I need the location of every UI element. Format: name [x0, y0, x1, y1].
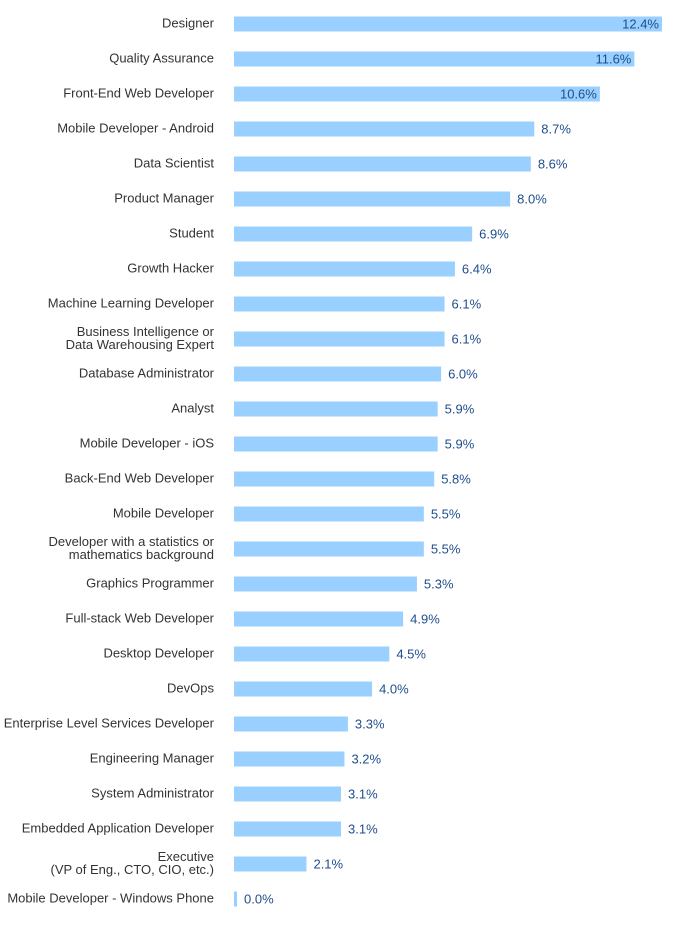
value-label: 6.4% [462, 261, 492, 276]
bar [234, 121, 535, 137]
value-label: 8.7% [541, 121, 571, 136]
value-label: 5.5% [431, 541, 461, 556]
value-label: 11.6% [595, 51, 631, 66]
value-label: 5.5% [431, 506, 461, 521]
value-label: 5.8% [441, 471, 471, 486]
value-label: 5.9% [445, 436, 475, 451]
bar [234, 226, 473, 242]
category-label: (VP of Eng., CTO, CIO, etc.) [50, 862, 214, 877]
value-label: 8.0% [517, 191, 547, 206]
category-label: Machine Learning Developer [48, 295, 215, 310]
category-label: Business Intelligence or [77, 324, 215, 339]
value-label: 3.1% [348, 786, 378, 801]
bar [234, 541, 424, 557]
value-label: 4.0% [379, 681, 409, 696]
category-label: DevOps [167, 680, 214, 695]
value-label: 6.1% [452, 296, 482, 311]
category-label: Data Scientist [134, 155, 215, 170]
value-label: 4.5% [396, 646, 426, 661]
value-label: 12.4% [622, 16, 659, 31]
bar [234, 86, 600, 102]
category-label: Mobile Developer - Android [57, 120, 214, 135]
bar [234, 296, 445, 312]
value-label: 3.3% [355, 716, 385, 731]
bar [234, 156, 531, 172]
category-label: mathematics background [69, 547, 214, 562]
category-label: Student [169, 225, 214, 240]
category-label: Mobile Developer - Windows Phone [7, 890, 214, 905]
bar [234, 16, 662, 32]
bar [234, 191, 511, 207]
bar [234, 576, 417, 592]
value-label: 6.9% [479, 226, 509, 241]
category-label: Product Manager [114, 190, 214, 205]
bar [234, 751, 345, 767]
value-label: 3.2% [351, 751, 381, 766]
value-label: 10.6% [560, 86, 597, 101]
category-label: Analyst [171, 400, 214, 415]
value-label: 5.9% [445, 401, 475, 416]
bar [234, 716, 348, 732]
value-label: 3.1% [348, 821, 378, 836]
value-label: 8.6% [538, 156, 568, 171]
category-label: Data Warehousing Expert [66, 337, 215, 352]
category-label: Front-End Web Developer [63, 85, 214, 100]
category-label: Embedded Application Developer [22, 820, 215, 835]
bar [234, 366, 442, 382]
bar [234, 51, 635, 67]
category-label: Mobile Developer [113, 505, 215, 520]
bar [234, 261, 455, 277]
category-label: Desktop Developer [103, 645, 214, 660]
value-label: 0.0% [244, 891, 274, 906]
category-label: Growth Hacker [127, 260, 214, 275]
value-label: 5.3% [424, 576, 454, 591]
bar [234, 786, 341, 802]
value-label: 6.1% [452, 331, 482, 346]
category-label: Executive [158, 849, 214, 864]
value-label: 6.0% [448, 366, 478, 381]
bar [234, 436, 438, 452]
category-label: Enterprise Level Services Developer [4, 715, 215, 730]
bar [234, 331, 445, 347]
category-label: Back-End Web Developer [65, 470, 215, 485]
category-label: Quality Assurance [109, 50, 214, 65]
category-label: Mobile Developer - iOS [80, 435, 215, 450]
bar [234, 856, 307, 872]
category-label: Developer with a statistics or [49, 534, 215, 549]
bar [234, 471, 435, 487]
bar [234, 646, 390, 662]
category-label: Designer [162, 15, 215, 30]
bar [234, 821, 341, 837]
value-label: 2.1% [313, 856, 343, 871]
category-label: System Administrator [91, 785, 214, 800]
bar [234, 401, 438, 417]
bar [234, 681, 373, 697]
category-label: Engineering Manager [90, 750, 215, 765]
category-label: Full-stack Web Developer [65, 610, 214, 625]
category-label: Database Administrator [79, 365, 215, 380]
value-label: 4.9% [410, 611, 440, 626]
category-label: Graphics Programmer [86, 575, 215, 590]
bar [234, 611, 404, 627]
bar [234, 891, 237, 907]
bar [234, 506, 424, 522]
